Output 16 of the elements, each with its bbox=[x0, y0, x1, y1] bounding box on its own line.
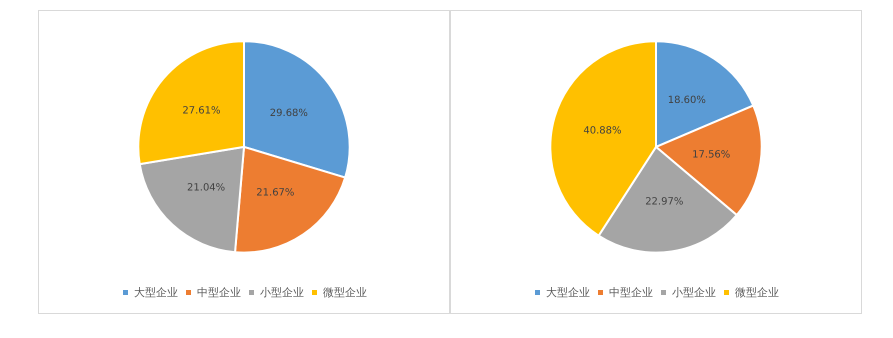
data-label: 27.61% bbox=[182, 105, 220, 116]
legend-label: 小型企业 bbox=[260, 286, 304, 299]
data-label: 21.67% bbox=[256, 188, 294, 199]
legend-label: 微型企业 bbox=[323, 286, 367, 299]
data-label: 29.68% bbox=[270, 108, 308, 120]
data-label: 22.97% bbox=[645, 196, 684, 208]
data-label: 18.60% bbox=[668, 94, 706, 106]
legend-label: 中型企业 bbox=[609, 286, 653, 299]
legend-label: 大型企业 bbox=[546, 286, 590, 299]
legend-label: 中型企业 bbox=[197, 286, 241, 299]
legend-label: 微型企业 bbox=[735, 286, 779, 299]
data-label: 40.88% bbox=[583, 126, 622, 137]
legend-label: 大型企业 bbox=[134, 286, 178, 299]
data-label: 21.04% bbox=[187, 182, 226, 194]
legend-label: 小型企业 bbox=[672, 286, 716, 299]
data-label: 17.56% bbox=[692, 150, 730, 161]
